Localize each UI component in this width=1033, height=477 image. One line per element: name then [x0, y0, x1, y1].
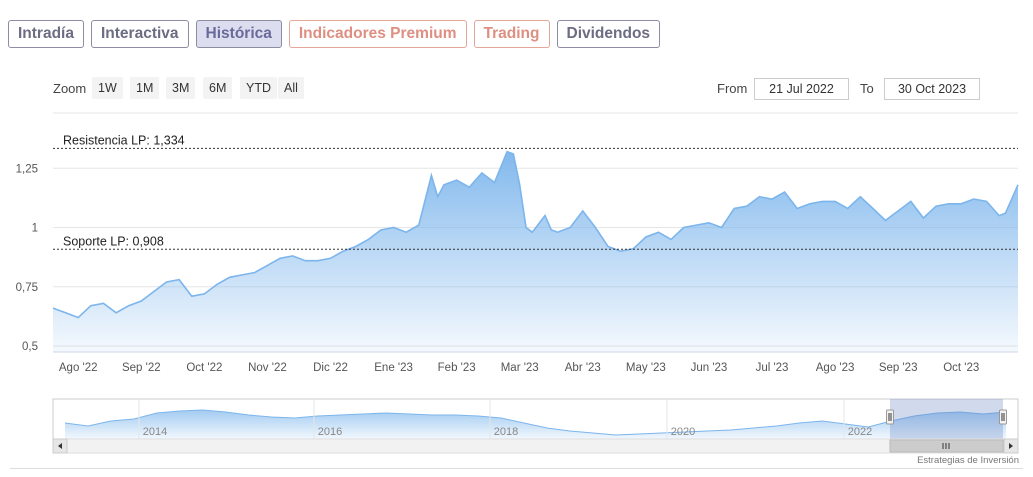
navigator[interactable]: 2014 2016 2018 2020 2022 [0, 395, 1033, 455]
navigator-area [65, 410, 1006, 439]
x-tick-label-10: Jun '23 [691, 362, 728, 374]
credits[interactable]: Estrategias de Inversión [917, 455, 1019, 466]
y-tick-label-2: 1 [32, 223, 38, 235]
price-chart: Resistencia LP: 1,334 Soporte LP: 0,908 0,… [16, 112, 1019, 374]
x-tick-label-8: Abr '23 [565, 362, 601, 374]
zoom-all-button[interactable]: All [278, 77, 304, 99]
plot-line-label-1: Soporte LP: 0,908 [63, 234, 164, 248]
x-tick-label-14: Oct '23 [943, 362, 979, 374]
navigator-tick-2: 2018 [494, 426, 518, 438]
x-tick-label-13: Sep '23 [879, 362, 918, 374]
from-date-input[interactable] [754, 78, 849, 100]
tab-2[interactable]: Histórica [195, 20, 282, 48]
navigator-line [64, 409, 1007, 436]
x-tick-label-6: Feb '23 [438, 362, 476, 374]
zoom-3m-button[interactable]: 3M [166, 77, 196, 99]
navigator-tick-0: 2014 [143, 426, 167, 438]
tab-5[interactable]: Dividendos [556, 20, 661, 48]
x-tick-label-2: Oct '22 [186, 362, 222, 374]
chart-tabs: Intradía Interactiva Histórica Indicadores … [8, 20, 661, 48]
navigator-tick-1: 2016 [318, 426, 342, 438]
x-tick-label-1: Sep '22 [122, 362, 161, 374]
tab-0[interactable]: Intradía [8, 20, 84, 48]
x-tick-label-5: Ene '23 [374, 362, 413, 374]
x-tick-label-3: Nov '22 [248, 362, 287, 374]
navigator-tick-4: 2022 [848, 426, 872, 438]
to-label: To [860, 81, 874, 96]
x-tick-label-11: Jul '23 [756, 362, 789, 374]
x-tick-label-12: Ago '23 [816, 362, 855, 374]
y-tick-label-1: 0,75 [16, 282, 38, 294]
zoom-1w-button[interactable]: 1W [92, 77, 123, 99]
x-tick-label-4: Dic '22 [313, 362, 348, 374]
zoom-ytd-button[interactable]: YTD [240, 77, 277, 99]
to-date-input[interactable] [884, 78, 980, 100]
y-tick-label-3: 1,25 [16, 163, 38, 175]
zoom-1m-button[interactable]: 1M [130, 77, 160, 99]
price-line [52, 150, 1019, 319]
y-tick-label-0: 0,5 [22, 341, 38, 353]
x-tick-label-7: Mar '23 [501, 362, 539, 374]
x-tick-label-9: May '23 [626, 362, 666, 374]
zoom-6m-button[interactable]: 6M [203, 77, 233, 99]
scrollbar-track[interactable] [52, 438, 1019, 454]
price-area [53, 151, 1018, 352]
navigator-handle-0[interactable] [886, 409, 894, 425]
tab-4[interactable]: Trading [473, 20, 550, 48]
zoom-label: Zoom [53, 81, 87, 96]
tab-1[interactable]: Interactiva [90, 20, 189, 48]
plot-line-label-0: Resistencia LP: 1,334 [63, 133, 185, 147]
arrow-right-icon [1009, 443, 1013, 449]
x-tick-label-0: Ago '22 [59, 362, 98, 374]
divider [10, 468, 1023, 469]
navigator-tick-3: 2020 [671, 426, 695, 438]
from-label: From [717, 81, 748, 96]
navigator-handle-1[interactable] [999, 409, 1007, 425]
arrow-left-icon [58, 443, 62, 449]
navigator-selection[interactable] [890, 399, 1003, 439]
tab-3[interactable]: Indicadores Premium [288, 20, 467, 48]
